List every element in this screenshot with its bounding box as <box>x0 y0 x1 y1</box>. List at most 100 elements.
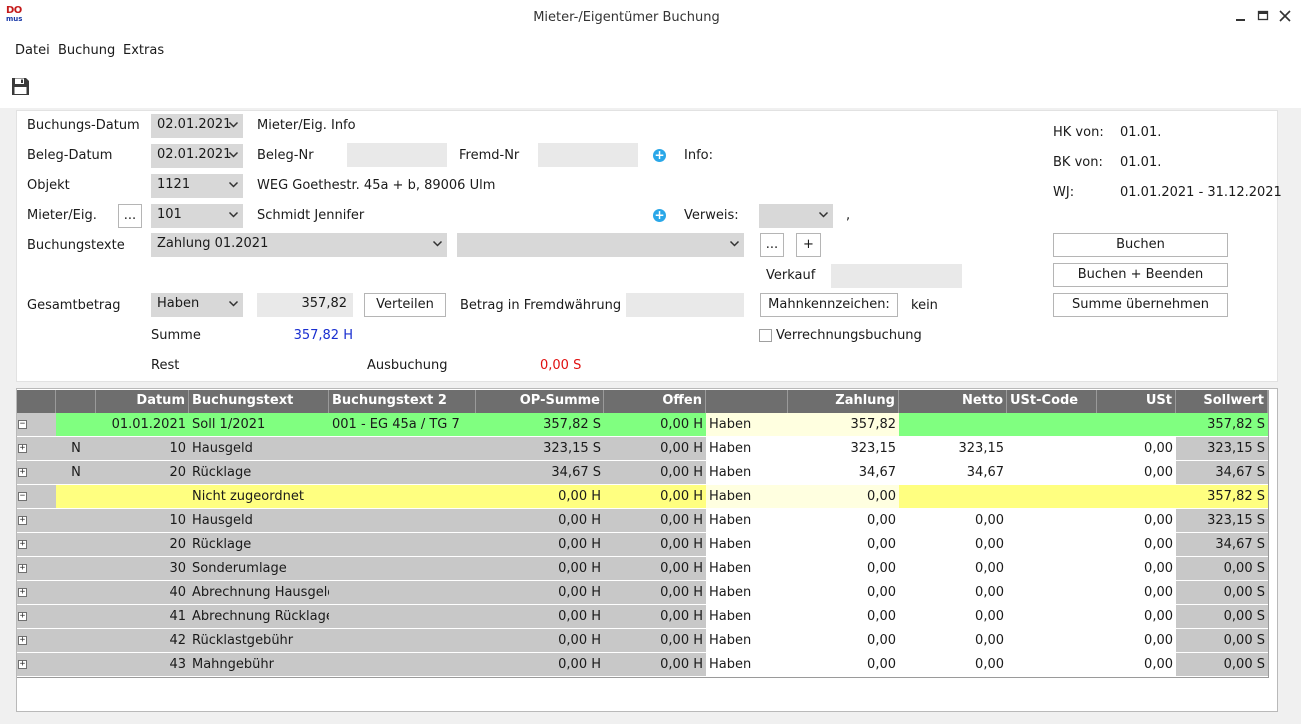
close-button[interactable] <box>1273 6 1297 30</box>
cell-datum: 41 <box>96 605 189 629</box>
cell-zahlung[interactable]: 357,82 <box>788 413 899 437</box>
buchungstext-select-2[interactable] <box>457 233 744 257</box>
mieter-select[interactable]: 101 <box>151 204 243 228</box>
gesamtbetrag-type-select[interactable]: Haben <box>151 293 243 317</box>
objekt-select[interactable]: 1121 <box>151 174 243 198</box>
cell-expand[interactable]: + <box>17 581 56 605</box>
add-info-icon[interactable]: + <box>653 148 666 162</box>
cell-ust-code <box>1007 485 1097 509</box>
cell-flag <box>56 653 96 677</box>
header-ust-code[interactable]: USt-Code <box>1007 390 1097 413</box>
expand-icon[interactable]: + <box>18 443 27 453</box>
menu-extras[interactable]: Extras <box>123 43 165 58</box>
maximize-button[interactable] <box>1251 6 1275 30</box>
cell-zahlung[interactable]: 0,00 <box>788 533 899 557</box>
header-buchungstext2[interactable]: Buchungstext 2 <box>329 390 476 413</box>
fremd-nr-input[interactable] <box>538 143 638 167</box>
buchungstext-add-button[interactable]: + <box>796 233 821 257</box>
verrechnung-checkbox[interactable] <box>759 329 772 342</box>
header-zahlung[interactable]: Zahlung <box>788 390 899 413</box>
header-datum[interactable]: Datum <box>96 390 189 413</box>
cell-expand[interactable]: + <box>17 629 56 653</box>
menu-datei[interactable]: Datei <box>15 43 50 58</box>
cell-expand[interactable]: + <box>17 461 56 485</box>
cell-expand[interactable]: + <box>17 509 56 533</box>
cell-sollwert: 34,67 S <box>1176 461 1268 485</box>
cell-zahlung[interactable]: 34,67 <box>788 461 899 485</box>
cell-op-summe: 0,00 H <box>476 533 604 557</box>
cell-zahlung[interactable]: 0,00 <box>788 605 899 629</box>
expand-icon[interactable]: + <box>18 467 27 477</box>
cell-expand[interactable]: − <box>17 485 56 509</box>
cell-zahlung[interactable]: 0,00 <box>788 629 899 653</box>
fremdwaehrung-input[interactable] <box>626 293 744 317</box>
cell-zahlung[interactable]: 0,00 <box>788 581 899 605</box>
header-offen[interactable]: Offen <box>604 390 706 413</box>
minimize-button[interactable] <box>1229 6 1253 30</box>
collapse-icon[interactable]: − <box>18 419 27 429</box>
verweis-select[interactable] <box>759 204 833 228</box>
cell-sollwert: 0,00 S <box>1176 629 1268 653</box>
cell-datum: 30 <box>96 557 189 581</box>
mieter-info-label: Mieter/Eig. Info <box>257 118 356 133</box>
gesamtbetrag-input[interactable]: 357,82 <box>257 293 353 317</box>
buchen-beenden-button[interactable]: Buchen + Beenden <box>1053 263 1228 287</box>
expand-icon[interactable]: + <box>18 611 27 621</box>
cell-zahlung[interactable]: 0,00 <box>788 653 899 677</box>
header-op-summe[interactable]: OP-Summe <box>476 390 604 413</box>
bk-value: 01.01. <box>1120 155 1162 170</box>
cell-buchungstext: Hausgeld <box>189 437 329 461</box>
cell-zahlung[interactable]: 323,15 <box>788 437 899 461</box>
cell-offen: 0,00 H <box>604 581 706 605</box>
cell-expand[interactable]: − <box>17 413 56 437</box>
cell-op-summe: 0,00 H <box>476 629 604 653</box>
beleg-datum-label: Beleg-Datum <box>27 148 113 163</box>
expand-icon[interactable]: + <box>18 563 27 573</box>
header-flag[interactable] <box>56 390 96 413</box>
menu-buchung[interactable]: Buchung <box>58 43 116 58</box>
cell-expand[interactable]: + <box>17 653 56 677</box>
header-sollwert[interactable]: Sollwert <box>1176 390 1268 413</box>
verteilen-button[interactable]: Verteilen <box>364 293 446 317</box>
cell-netto: 0,00 <box>899 581 1007 605</box>
cell-netto: 0,00 <box>899 509 1007 533</box>
cell-zahlung[interactable]: 0,00 <box>788 557 899 581</box>
cell-datum: 42 <box>96 629 189 653</box>
expand-icon[interactable]: + <box>18 659 27 669</box>
verkauf-input[interactable] <box>831 264 962 288</box>
add-verweis-icon[interactable]: + <box>653 208 666 222</box>
beleg-nr-input[interactable] <box>347 143 447 167</box>
cell-expand[interactable]: + <box>17 437 56 461</box>
expand-icon[interactable]: + <box>18 539 27 549</box>
header-buchungstext[interactable]: Buchungstext <box>189 390 329 413</box>
collapse-icon[interactable]: − <box>18 491 27 501</box>
cell-expand[interactable]: + <box>17 605 56 629</box>
summe-uebernehmen-button[interactable]: Summe übernehmen <box>1053 293 1228 317</box>
buchungs-datum-select[interactable]: 02.01.2021 <box>151 114 243 138</box>
maximize-icon <box>1257 10 1269 21</box>
cell-ust: 0,00 <box>1097 461 1176 485</box>
header-expand[interactable] <box>17 390 56 413</box>
cell-buchungstext2 <box>329 485 476 509</box>
cell-expand[interactable]: + <box>17 533 56 557</box>
cell-flag <box>56 581 96 605</box>
beleg-datum-select[interactable]: 02.01.2021 <box>151 144 243 168</box>
buchungstext-select-1[interactable]: Zahlung 01.2021 <box>151 233 447 257</box>
expand-icon[interactable]: + <box>18 587 27 597</box>
header-art[interactable] <box>706 390 788 413</box>
buchen-button[interactable]: Buchen <box>1053 233 1228 257</box>
buchungstext-dots-button[interactable]: ... <box>760 233 784 257</box>
mieter-search-button[interactable]: ... <box>118 204 142 228</box>
cell-expand[interactable]: + <box>17 557 56 581</box>
cell-zahlung[interactable]: 0,00 <box>788 509 899 533</box>
cell-sollwert: 0,00 S <box>1176 557 1268 581</box>
cell-op-summe: 0,00 H <box>476 653 604 677</box>
expand-icon[interactable]: + <box>18 635 27 645</box>
header-ust[interactable]: USt <box>1097 390 1176 413</box>
cell-zahlung[interactable]: 0,00 <box>788 485 899 509</box>
header-netto[interactable]: Netto <box>899 390 1007 413</box>
expand-icon[interactable]: + <box>18 515 27 525</box>
mahnkennzeichen-button[interactable]: Mahnkennzeichen: <box>760 293 898 317</box>
window-title: Mieter-/Eigentümer Buchung <box>533 10 720 25</box>
save-button[interactable] <box>11 77 30 96</box>
